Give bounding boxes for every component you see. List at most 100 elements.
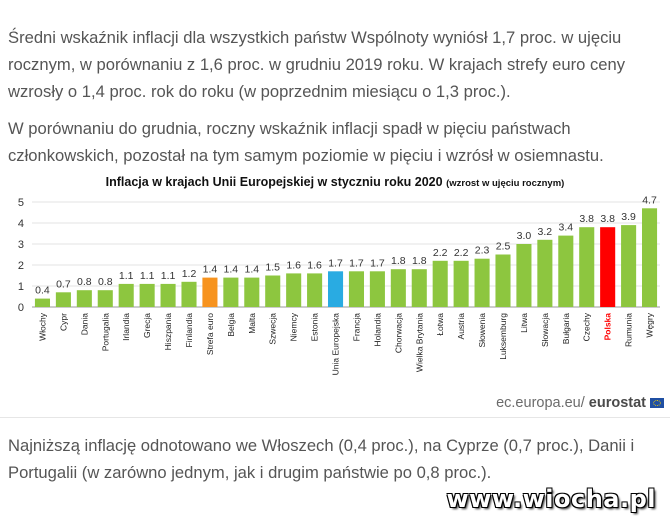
gridlines: [32, 201, 660, 308]
chart-subtitle: (wzrost w ujęciu rocznym): [446, 178, 565, 189]
category-label: Luksemburg: [498, 313, 508, 360]
value-label: 2.2: [454, 247, 469, 259]
bar-czechy: [579, 227, 595, 307]
source-brand: eurostat: [588, 395, 646, 411]
category-label: Łotwa: [435, 313, 445, 336]
value-label: 3.9: [621, 211, 636, 223]
article-paragraph-2: W porównaniu do grudnia, roczny wskaźnik…: [8, 119, 604, 165]
bar-niemcy: [286, 273, 302, 307]
value-label: 0.8: [98, 276, 113, 288]
value-label: 3.2: [538, 226, 553, 238]
bar-irlandia: [118, 283, 134, 307]
value-label: 1.1: [140, 270, 155, 282]
value-label: 1.8: [391, 255, 406, 267]
category-label: Portugalia: [100, 313, 110, 352]
category-label: Irlandia: [121, 313, 131, 341]
value-label: 1.4: [203, 264, 218, 276]
category-label: Rumunia: [624, 313, 634, 347]
value-label: 0.8: [77, 276, 92, 288]
category-label: Strefa euro: [205, 313, 215, 355]
value-label: 1.7: [328, 257, 343, 269]
category-label: Słowenia: [477, 313, 487, 348]
bar-portugalia: [97, 290, 113, 307]
value-label: 2.2: [433, 247, 448, 259]
value-label: 1.6: [286, 259, 301, 271]
bars: [34, 208, 658, 307]
category-label: Słowacja: [540, 313, 550, 347]
bar-hiszpania: [160, 283, 176, 307]
bar-malta: [244, 277, 260, 307]
category-label: Malta: [247, 313, 257, 334]
y-tick-label: 4: [18, 218, 24, 230]
category-label: Włochy: [37, 312, 47, 341]
bar-chorwacja: [390, 269, 406, 307]
value-label: 3.8: [600, 213, 615, 225]
bar-strefa-euro: [202, 277, 218, 307]
category-label: Estonia: [310, 313, 320, 342]
bar-szwecja: [265, 275, 281, 307]
bar-unia-europejska: [327, 271, 344, 307]
article-paragraph-3: Najniższą inflację odnotowano we Włoszec…: [8, 436, 635, 482]
bar-grecja: [139, 283, 155, 307]
value-label: 3.0: [517, 230, 532, 242]
bar-austria: [453, 260, 469, 307]
bar-słowacja: [537, 239, 553, 307]
category-label: Bułgaria: [561, 313, 571, 344]
category-label: Niemcy: [289, 312, 299, 341]
value-label: 1.4: [244, 264, 259, 276]
source-credit[interactable]: ec.europa.eu/eurostat: [496, 393, 664, 413]
value-label: 3.8: [579, 213, 594, 225]
value-label: 1.7: [370, 257, 385, 269]
category-label: Węgry: [645, 312, 655, 337]
value-label: 1.4: [224, 264, 239, 276]
category-label: Polska: [603, 313, 613, 341]
bar-bułgaria: [558, 235, 574, 307]
source-domain: ec.europa.eu/: [496, 395, 585, 411]
value-label: 2.5: [496, 241, 511, 253]
value-label: 4.7: [642, 194, 657, 206]
category-label: Wielka Brytania: [414, 313, 424, 372]
watermark: www.wiocha.pl: [446, 485, 656, 513]
category-label: Holandia: [372, 313, 382, 347]
category-label: Austria: [456, 313, 466, 340]
bar-francja: [348, 271, 365, 307]
value-label: 1.1: [161, 270, 176, 282]
value-label: 0.4: [35, 285, 50, 297]
value-label: 1.7: [349, 257, 364, 269]
category-label: Unia Europejska: [331, 313, 341, 376]
y-tick-label: 5: [18, 197, 24, 209]
value-label: 3.4: [558, 222, 573, 234]
category-label: Francja: [351, 313, 361, 342]
value-label: 1.5: [265, 262, 280, 274]
bar-belgia: [223, 277, 239, 307]
bar-estonia: [307, 273, 323, 307]
value-label: 0.7: [56, 278, 71, 290]
bar-wielka-brytania: [411, 269, 427, 307]
value-label: 2.3: [475, 245, 490, 257]
chart-title: Inflacja w krajach Unii Europejskiej w s…: [105, 175, 443, 189]
value-labels: 0.4 0.7 0.8 0.8 1.1 1.1 1.1 1.2 1.4 1.4 1.4 1.5 1.6 1…: [35, 194, 657, 296]
bar-polska: [600, 227, 616, 307]
y-tick-label: 3: [18, 239, 24, 251]
value-label: 1.8: [412, 255, 427, 267]
value-label: 1.2: [182, 268, 197, 280]
category-label: Finlandia: [184, 313, 194, 348]
bar-luksemburg: [495, 254, 511, 307]
value-label: 1.6: [307, 259, 322, 271]
chart-title-block: Inflacja w krajach Unii Europejskiej w s…: [0, 175, 670, 189]
y-tick-label: 2: [18, 260, 24, 272]
value-label: 1.1: [119, 270, 134, 282]
category-label: Belgia: [226, 313, 236, 337]
bar-finlandia: [181, 281, 197, 307]
category-label: Cypr: [58, 313, 68, 331]
category-label: Dania: [79, 313, 89, 335]
y-tick-label: 0: [18, 302, 24, 314]
bar-litwa: [516, 244, 532, 307]
bar-słowenia: [474, 258, 490, 307]
bar-węgry: [641, 208, 658, 307]
bar-cypr: [55, 292, 71, 307]
category-label: Chorwacja: [393, 313, 403, 353]
inflation-bar-chart: 0.4 0.7 0.8 0.8 1.1 1.1 1.1 1.2 1.4 1.4 1.4 1.5 1.6 1…: [18, 194, 660, 375]
x-tick-labels: Włochy Cypr Dania Portugalia Irlandia Grecja H…: [37, 312, 654, 375]
bar-dania: [76, 290, 92, 307]
